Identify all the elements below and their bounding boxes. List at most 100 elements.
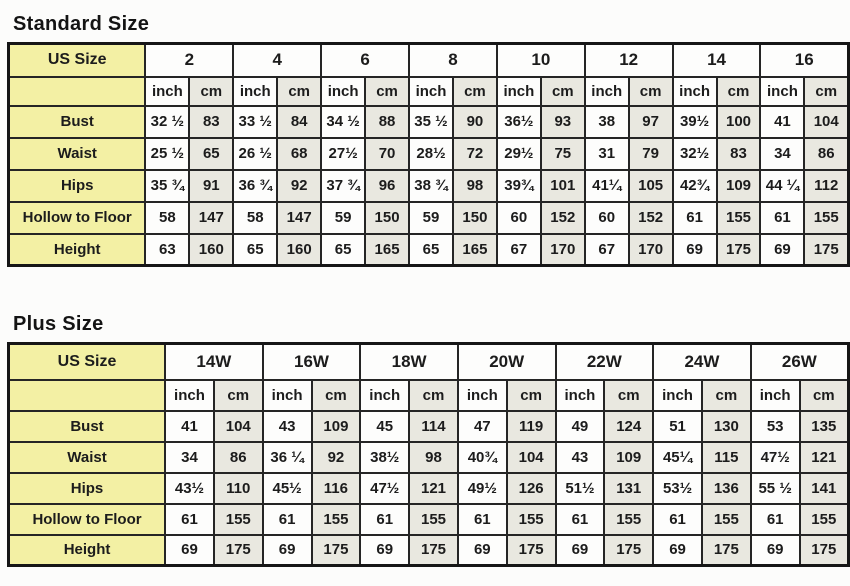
measurement-value-cell: 155 — [310, 502, 362, 536]
unit-header-cell: inch — [583, 75, 630, 107]
measurement-value-cell: 59 — [408, 200, 454, 235]
measurement-value-cell: 61 — [759, 200, 806, 235]
measurement-value-cell: 92 — [276, 168, 323, 203]
row-label-cell: Hips — [7, 471, 167, 505]
table-row: Bust 32 ½ 83 33 ½ 84 34 ½ 88 35 ½ 90 36½ 93 38 97 39½… — [7, 104, 850, 139]
measurement-value-cell: 51 — [652, 409, 703, 443]
size-header-cell: 6 — [320, 42, 411, 78]
measurement-value-cell: 86 — [803, 136, 850, 171]
standard-size-title: Standard Size — [13, 13, 150, 35]
measurement-value-cell: 121 — [408, 471, 459, 505]
measurement-value-cell: 110 — [212, 471, 264, 505]
measurement-value-cell: 155 — [212, 502, 264, 536]
measurement-value-cell: 45½ — [261, 471, 313, 505]
measurement-value-cell: 58 — [232, 200, 279, 235]
measurement-value-cell: 155 — [715, 200, 762, 235]
unit-header-cell: cm — [803, 75, 850, 107]
measurement-value-cell: 61 — [554, 502, 606, 536]
size-header-cell: 10 — [495, 42, 586, 78]
measurement-value-cell: 175 — [803, 232, 850, 267]
measurement-value-cell: 84 — [276, 104, 323, 139]
measurement-value-cell: 36 ¼ — [261, 440, 313, 474]
measurement-value-cell: 58 — [144, 200, 191, 235]
measurement-value-cell: 141 — [798, 471, 850, 505]
unit-header-cell: inch — [144, 75, 191, 107]
measurement-value-cell: 112 — [803, 168, 850, 203]
measurement-value-cell: 26 ½ — [232, 136, 279, 171]
unit-header-cell: cm — [408, 378, 459, 412]
unit-header-cell: cm — [700, 378, 752, 412]
size-header-cell: 4 — [232, 42, 323, 78]
blank-label-cell — [7, 75, 147, 107]
measurement-value-cell: 150 — [364, 200, 411, 235]
measurement-value-cell: 43 — [554, 440, 606, 474]
measurement-value-cell: 39¾ — [495, 168, 542, 203]
measurement-value-cell: 36½ — [495, 104, 542, 139]
size-header-cell: 8 — [408, 42, 498, 78]
measurement-value-cell: 98 — [451, 168, 498, 203]
size-header-cell: 26W — [749, 342, 850, 381]
unit-header-cell: inch — [554, 378, 606, 412]
size-header-cell: 12 — [583, 42, 674, 78]
measurement-value-cell: 175 — [310, 533, 362, 567]
measurement-value-cell: 124 — [603, 409, 655, 443]
us-size-corner-cell: US Size — [7, 342, 167, 381]
table-row: Height 63 160 65 160 65 165 65 165 67 170 67 170 69 17… — [7, 232, 850, 267]
unit-header-cell: cm — [310, 378, 362, 412]
measurement-value-cell: 104 — [505, 440, 557, 474]
measurement-value-cell: 109 — [310, 409, 362, 443]
measurement-value-cell: 65 — [188, 136, 235, 171]
unit-header-cell: cm — [188, 75, 235, 107]
standard-size-table: US Size 2 4 6 8 10 12 14 16 inch cm inch cm inch cm inc… — [7, 42, 850, 267]
measurement-value-cell: 98 — [408, 440, 459, 474]
measurement-value-cell: 61 — [261, 502, 313, 536]
measurement-value-cell: 155 — [798, 502, 850, 536]
measurement-value-cell: 155 — [700, 502, 752, 536]
measurement-value-cell: 90 — [451, 104, 498, 139]
measurement-value-cell: 37 ¾ — [320, 168, 367, 203]
measurement-value-cell: 69 — [554, 533, 606, 567]
measurement-value-cell: 93 — [539, 104, 586, 139]
row-label-cell: Height — [7, 232, 147, 267]
measurement-value-cell: 47½ — [749, 440, 801, 474]
measurement-value-cell: 75 — [539, 136, 586, 171]
measurement-value-cell: 49 — [554, 409, 606, 443]
measurement-value-cell: 28½ — [408, 136, 454, 171]
measurement-value-cell: 44 ¼ — [759, 168, 806, 203]
unit-header-cell: cm — [212, 378, 264, 412]
measurement-value-cell: 25 ½ — [144, 136, 191, 171]
size-header-cell: 14 — [671, 42, 762, 78]
unit-header-cell: cm — [364, 75, 411, 107]
measurement-value-cell: 170 — [539, 232, 586, 267]
measurement-value-cell: 69 — [671, 232, 718, 267]
unit-header-cell: inch — [320, 75, 367, 107]
measurement-value-cell: 109 — [603, 440, 655, 474]
measurement-value-cell: 83 — [715, 136, 762, 171]
measurement-value-cell: 114 — [408, 409, 459, 443]
table-row: Waist 25 ½ 65 26 ½ 68 27½ 70 28½ 72 29½ 75 31 79 32½ 8… — [7, 136, 850, 171]
standard-size-section: Standard Size US Size 2 4 6 8 10 12 14 16 inch cm i… — [0, 0, 850, 267]
unit-header-cell: cm — [505, 378, 557, 412]
unit-header-cell: inch — [261, 378, 313, 412]
unit-header-cell: cm — [451, 75, 498, 107]
measurement-value-cell: 119 — [505, 409, 557, 443]
unit-header-cell: inch — [759, 75, 806, 107]
measurement-value-cell: 47½ — [359, 471, 411, 505]
measurement-value-cell: 61 — [164, 502, 215, 536]
measurement-value-cell: 69 — [652, 533, 703, 567]
measurement-value-cell: 61 — [749, 502, 801, 536]
measurement-value-cell: 59 — [320, 200, 367, 235]
measurement-value-cell: 135 — [798, 409, 850, 443]
us-size-corner-cell: US Size — [7, 42, 147, 78]
measurement-value-cell: 38 — [583, 104, 630, 139]
measurement-value-cell: 41 — [759, 104, 806, 139]
table-row: Hips 43½ 110 45½ 116 47½ 121 49½ 126 51½ 131 53½ 136… — [7, 471, 850, 505]
measurement-value-cell: 116 — [310, 471, 362, 505]
measurement-value-cell: 88 — [364, 104, 411, 139]
measurement-value-cell: 65 — [232, 232, 279, 267]
measurement-value-cell: 136 — [700, 471, 752, 505]
size-header-cell: 20W — [456, 342, 557, 381]
unit-header-cell: cm — [798, 378, 850, 412]
measurement-value-cell: 152 — [539, 200, 586, 235]
measurement-value-cell: 121 — [798, 440, 850, 474]
